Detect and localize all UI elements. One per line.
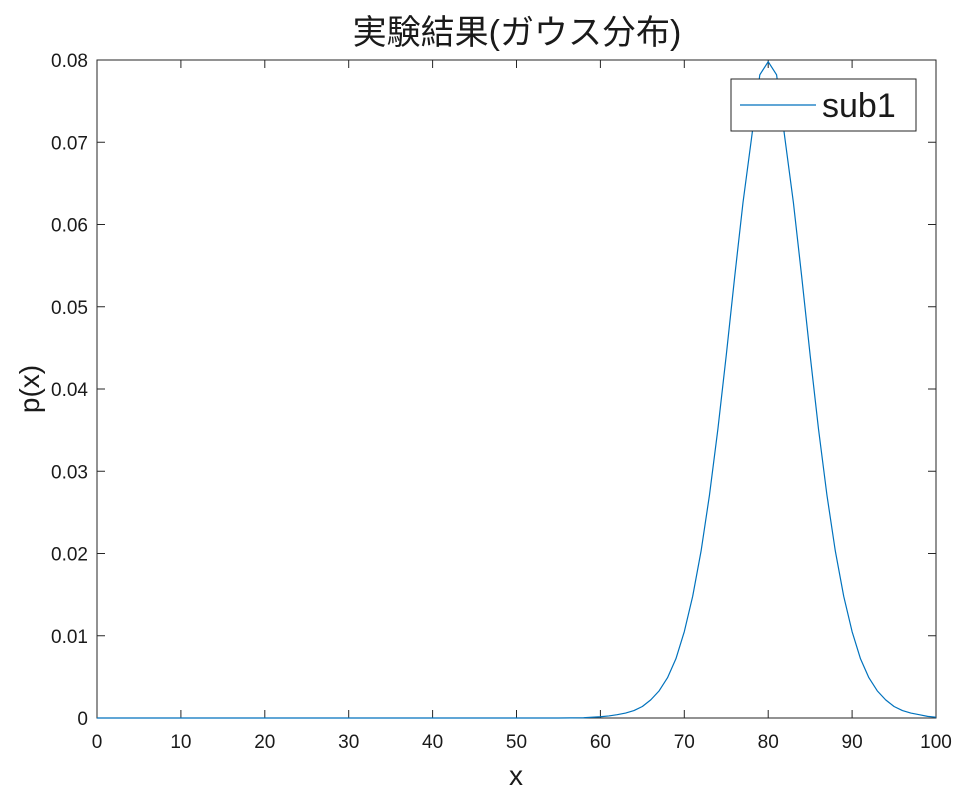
x-tick-label: 80 [758,732,779,753]
x-tick-label: 90 [842,732,863,753]
y-tick-label: 0.07 [51,133,88,154]
y-tick-label: 0.01 [51,627,88,648]
y-axis-label: p(x) [14,365,45,413]
series-layer [97,61,937,719]
y-tick-label: 0.06 [51,216,88,237]
x-tick-label: 0 [92,732,103,753]
x-tick-label: 10 [170,732,191,753]
x-tick-label: 30 [338,732,359,753]
x-tick-label: 50 [506,732,527,753]
series-line-sub1 [97,61,937,719]
x-tick-label: 40 [422,732,443,753]
legend-label-sub1: sub1 [822,87,896,125]
y-tick-label: 0.05 [51,298,88,319]
y-tick-label: 0.08 [51,51,88,72]
y-tick-label: 0.02 [51,545,88,566]
y-tick-label: 0 [77,709,88,730]
y-axis-ticks: 0 0.01 0.02 0.03 0.04 0.05 0.06 0.07 0.08 [51,51,936,730]
x-axis-label: x [509,760,523,788]
x-tick-label: 60 [590,732,611,753]
y-tick-label: 0.04 [51,380,88,401]
x-tick-label: 100 [920,732,952,753]
x-axis-ticks: 0 10 20 30 40 50 60 70 80 90 100 [92,60,952,753]
y-tick-label: 0.03 [51,462,88,483]
legend: sub1 [730,78,917,132]
x-tick-label: 70 [674,732,695,753]
plot-area [96,59,937,719]
chart-title: 実験結果(ガウス分布) [353,14,682,52]
x-tick-label: 20 [254,732,275,753]
